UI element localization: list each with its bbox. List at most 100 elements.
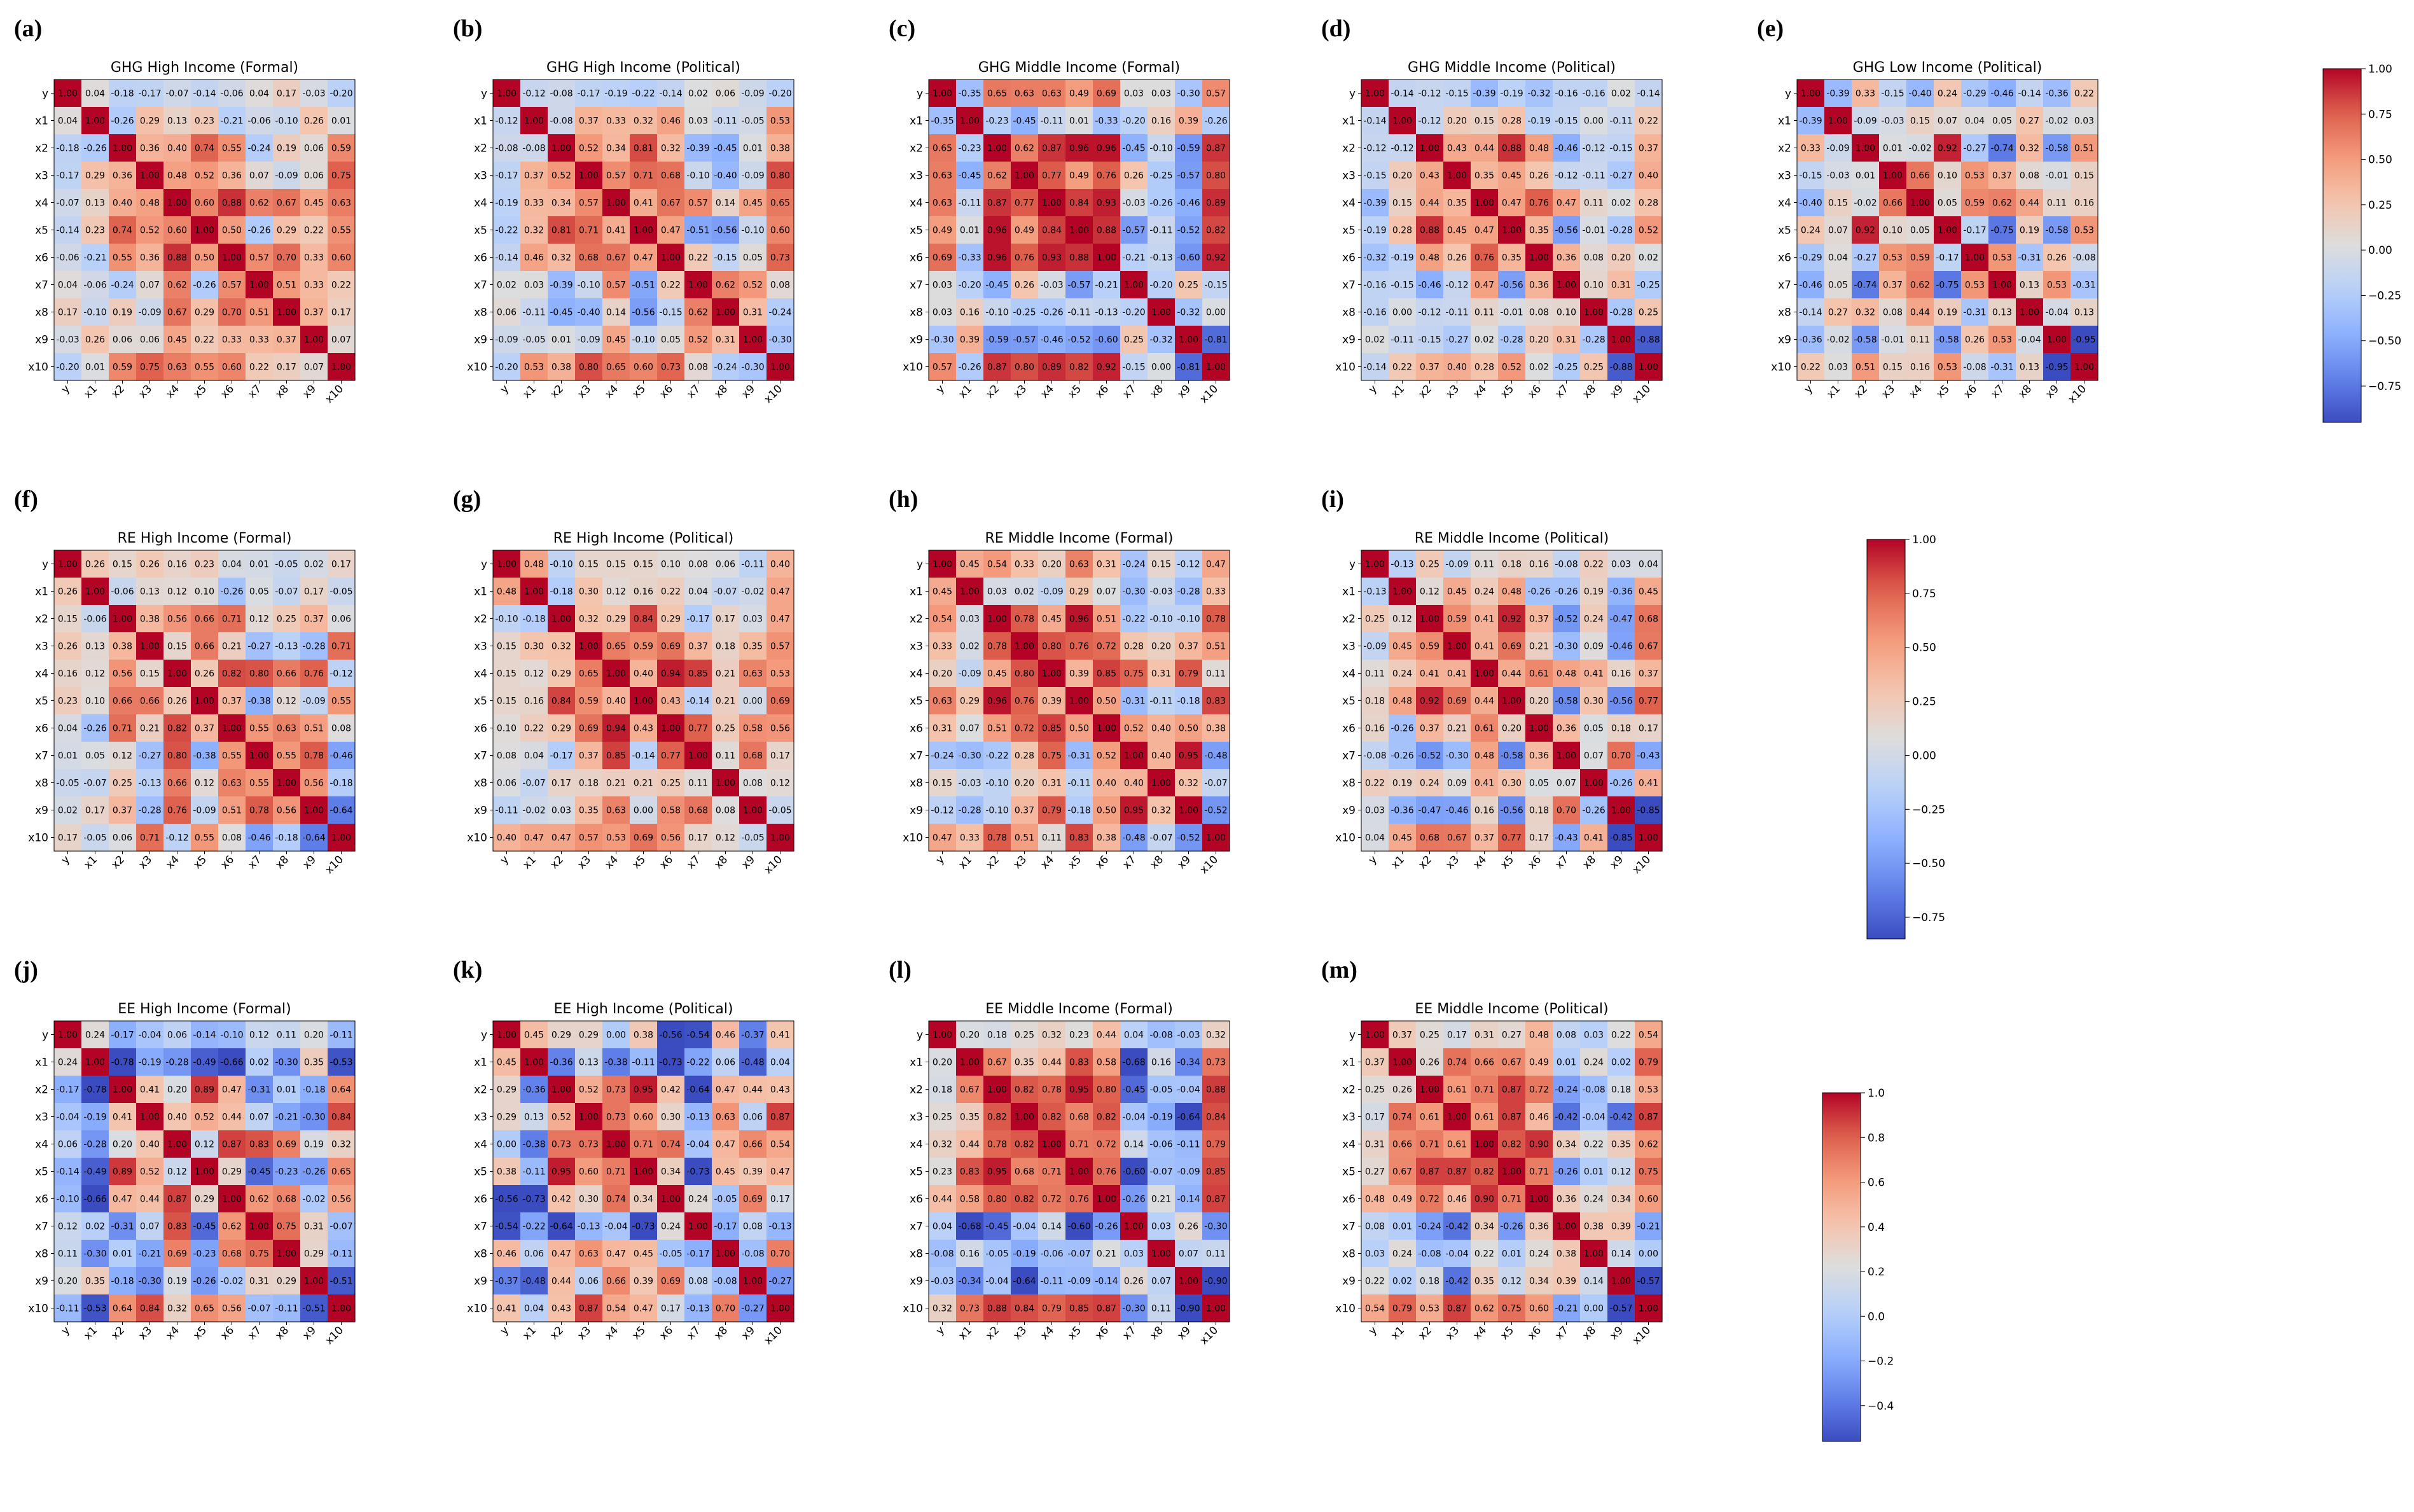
cell-value-label: 0.87 (1502, 1113, 1522, 1123)
heatmap-panel: (g)RE High Income (Political)1.00 0.48 -0.… (453, 486, 794, 877)
cell-value-label: 0.27 (1365, 1167, 1385, 1177)
cell-value-label: -0.18 (1067, 806, 1090, 816)
cell-value-label: 0.20 (1392, 171, 1412, 181)
x-tick-label: x1 (81, 382, 100, 401)
cell-value-label: 0.73 (551, 1140, 571, 1150)
cell-value-label: 0.62 (688, 308, 708, 318)
cell-value-label: -0.30 (275, 1058, 298, 1068)
cell-value-label: 1.00 (140, 642, 160, 652)
cell-value-label: 0.62 (222, 1222, 242, 1232)
y-tick-label: x4 (1342, 668, 1356, 681)
cell-value-label: -0.38 (193, 751, 216, 761)
cell-value-label: 0.84 (140, 1304, 160, 1314)
cell-value-label: -0.14 (1799, 308, 1822, 318)
cell-value-label: 0.82 (1015, 1195, 1034, 1205)
x-tick-label: x6 (1525, 853, 1544, 871)
cell-value-label: -0.28 (1609, 226, 1632, 236)
cell-value-label: 0.02 (1611, 89, 1631, 99)
cell-value-label: 0.31 (1474, 1030, 1494, 1041)
cell-value-label: 0.22 (661, 587, 681, 597)
cell-value-label: -0.04 (1177, 1085, 1200, 1095)
x-tick-label: x3 (1443, 853, 1462, 871)
cell-value-label: -0.03 (931, 1277, 954, 1287)
y-tick-label: x5 (1778, 225, 1791, 237)
cell-value-label: -0.12 (1555, 171, 1578, 181)
heatmap-cell (1011, 216, 1039, 244)
cell-value-label: 0.12 (85, 669, 105, 679)
cell-value-label: -0.20 (329, 89, 352, 99)
cell-value-label: 1.00 (1502, 697, 1522, 707)
cell-value-label: 0.80 (167, 751, 187, 761)
cell-value-label: 0.32 (933, 1140, 952, 1150)
cell-value-label: -0.07 (1149, 833, 1172, 843)
cell-value-label: 0.02 (58, 806, 78, 816)
cell-value-label: 0.56 (277, 806, 296, 816)
cell-value-label: -0.11 (56, 1304, 79, 1314)
cell-value-label: 0.22 (2074, 89, 2094, 99)
cell-value-label: 0.20 (1611, 253, 1631, 263)
cell-value-label: 0.25 (1639, 308, 1658, 318)
cell-value-label: 0.62 (987, 171, 1007, 181)
cell-value-label: -0.22 (686, 1058, 709, 1068)
cell-value-label: 0.08 (1529, 308, 1549, 318)
y-tick-label: x7 (1342, 750, 1356, 763)
cell-value-label: 0.63 (933, 171, 952, 181)
y-tick-label: x7 (474, 1221, 487, 1233)
cell-value-label: 0.01 (1856, 171, 1875, 181)
y-tick-label: x8 (1342, 307, 1356, 319)
cell-value-label: 0.70 (1557, 806, 1576, 816)
cell-value-label: 0.06 (716, 89, 735, 99)
cell-value-label: -0.05 (1149, 1085, 1172, 1095)
cell-value-label: 0.37 (304, 614, 324, 625)
heatmap-cell (1175, 189, 1203, 217)
cell-value-label: 0.07 (249, 1113, 269, 1123)
cell-value-label: -0.11 (522, 1167, 545, 1177)
cell-value-label: 0.46 (716, 1030, 735, 1041)
y-tick-label: x7 (1778, 279, 1791, 292)
x-tick-label: y (1802, 382, 1815, 396)
heatmap-cell (109, 216, 137, 244)
cell-value-label: -0.18 (550, 587, 572, 597)
cell-value-label: 0.53 (1965, 171, 1985, 181)
cell-value-label: -0.38 (522, 1140, 545, 1150)
cell-value-label: -0.19 (1500, 89, 1523, 99)
cell-value-label: 0.07 (1097, 587, 1116, 597)
cell-value-label: 0.25 (1420, 1030, 1439, 1041)
cell-value-label: 0.01 (960, 226, 980, 236)
y-tick-label: x3 (1342, 641, 1356, 653)
cell-value-label: 0.32 (933, 1304, 952, 1314)
heatmap-cell (602, 162, 630, 190)
cell-value-label: 0.37 (1474, 833, 1494, 843)
heatmap-cell (246, 353, 274, 381)
cell-value-label: 0.47 (222, 1085, 242, 1095)
cell-value-label: -0.10 (985, 806, 1008, 816)
cell-value-label: 0.16 (960, 308, 980, 318)
cell-value-label: 0.46 (524, 253, 544, 263)
cell-value-label: -0.56 (714, 226, 737, 236)
cell-value-label: 0.23 (933, 1167, 952, 1177)
cell-value-label: 0.44 (960, 1140, 980, 1150)
x-tick-label: x7 (1120, 1324, 1139, 1342)
cell-value-label: -0.45 (1013, 116, 1036, 127)
cell-value-label: 1.00 (1206, 363, 1226, 373)
cell-value-label: 0.12 (58, 1222, 78, 1232)
cell-value-label: -0.31 (1122, 697, 1145, 707)
heatmap-cell (328, 353, 356, 381)
cell-value-label: 1.00 (524, 1058, 544, 1068)
cell-value-label: 0.20 (1529, 697, 1549, 707)
x-tick-label: x9 (300, 853, 319, 871)
heatmap-cell (54, 189, 82, 217)
cell-value-label: 0.51 (987, 724, 1007, 734)
cell-value-label: 0.82 (1042, 1113, 1062, 1123)
x-tick-label: x1 (520, 853, 539, 871)
heatmap-cell (657, 271, 685, 299)
x-tick-label: x10 (761, 1324, 785, 1347)
heatmap-cell (1202, 80, 1230, 108)
heatmap-cell (109, 298, 137, 326)
cell-value-label: 0.60 (634, 363, 653, 373)
cell-value-label: -0.05 (741, 833, 764, 843)
x-tick-label: y (498, 382, 511, 396)
cell-value-label: 0.96 (987, 697, 1007, 707)
cell-value-label: 0.39 (1179, 116, 1198, 127)
cell-value-label: -0.06 (83, 614, 106, 625)
